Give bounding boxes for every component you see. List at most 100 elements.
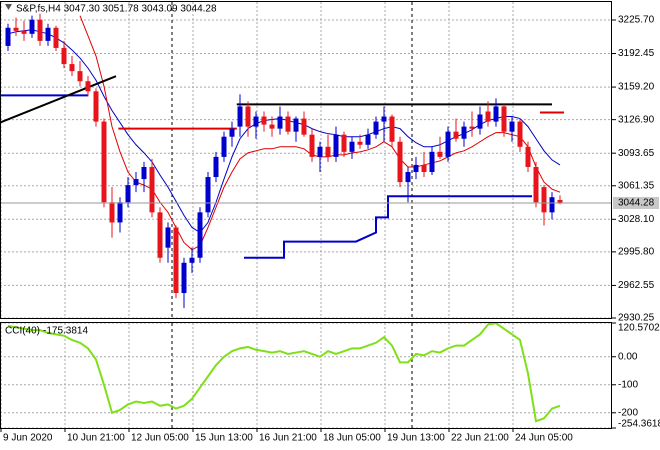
main-frame	[0, 1, 612, 319]
candle-body	[133, 179, 139, 186]
candle-body	[317, 146, 323, 157]
candle-body	[125, 185, 131, 203]
candle-body	[269, 124, 275, 129]
candle-body	[213, 156, 219, 178]
candle-body	[37, 19, 43, 41]
cci-frame	[0, 322, 612, 429]
candle-body	[157, 212, 163, 258]
cci-y-tick-label: 0.00	[618, 351, 638, 362]
cci-value: -175.3814	[43, 326, 88, 337]
candle-body	[333, 134, 339, 157]
candle-body	[61, 47, 67, 65]
level-line	[0, 75, 117, 124]
candle-body	[189, 257, 195, 263]
cci-y-tick-label: -100	[618, 379, 638, 390]
cci-y-tick-label: -254.3618	[618, 419, 660, 430]
candle-body	[357, 141, 363, 145]
candle-body	[509, 121, 515, 132]
x-tick-label: 15 Jun 13:00	[195, 433, 253, 444]
candle-body	[541, 187, 547, 213]
candle-body	[77, 71, 83, 82]
candle-body	[181, 262, 187, 294]
x-tick-label: 16 Jun 21:00	[259, 433, 317, 444]
y-tick-label: 3126.90	[618, 114, 655, 125]
title-icon	[5, 4, 12, 10]
candle-body	[293, 118, 299, 132]
candle-body	[517, 121, 523, 147]
candle-body	[109, 202, 115, 223]
candle-body	[349, 141, 355, 152]
chart-title: S&P,fs,H4 3047.30 3051.78 3043.09 3044.2…	[16, 4, 217, 15]
candle-body	[501, 106, 507, 132]
candle-body	[101, 121, 107, 203]
y-tick-label: 3093.65	[618, 148, 655, 159]
candle-body	[229, 128, 235, 137]
x-tick-label: 22 Jun 21:00	[451, 433, 509, 444]
candle-body	[381, 116, 387, 122]
candle-body	[325, 146, 331, 157]
candle-body	[149, 166, 155, 213]
candle-body	[533, 166, 539, 203]
x-tick-label: 12 Jun 05:00	[131, 433, 189, 444]
candle-body	[477, 114, 483, 129]
candle-body	[445, 131, 451, 157]
x-tick-label: 9 Jun 2020	[3, 433, 53, 444]
x-tick-label: 19 Jun 13:00	[387, 433, 445, 444]
candle-body	[469, 126, 475, 129]
candle-body	[141, 166, 147, 180]
y-tick-label: 3192.45	[618, 48, 655, 59]
candle-body	[13, 27, 19, 31]
y-tick-label: 2930.25	[618, 313, 655, 324]
x-tick-label: 24 Jun 05:00	[515, 433, 573, 444]
candle-body	[53, 27, 59, 48]
candle-body	[525, 146, 531, 167]
candle-body	[173, 227, 179, 294]
candle-body	[413, 164, 419, 173]
candle-body	[237, 106, 243, 127]
cci-name: CCI(40)	[5, 326, 40, 337]
candle-body	[165, 227, 171, 248]
candle-body	[485, 111, 491, 122]
cci-line	[7, 322, 561, 423]
candle-body	[429, 151, 435, 173]
candle-body	[341, 134, 347, 152]
candle-body	[285, 116, 291, 132]
candle-body	[29, 19, 35, 34]
candle-body	[549, 197, 555, 213]
x-tick-label: 10 Jun 21:00	[67, 433, 125, 444]
candle-body	[205, 177, 211, 213]
candle-body	[493, 106, 499, 122]
candle-body	[365, 134, 371, 145]
candle-body	[69, 64, 75, 72]
candle-body	[45, 27, 51, 41]
candle-body	[21, 30, 27, 34]
candle-body	[197, 212, 203, 258]
y-tick-label: 3225.70	[618, 15, 655, 26]
y-tick-label: 2962.55	[618, 280, 655, 291]
candle-body	[253, 116, 259, 127]
x-tick-label: 18 Jun 05:00	[323, 433, 381, 444]
y-tick-label: 2995.80	[618, 247, 655, 258]
candle-body	[309, 134, 315, 157]
candle-body	[93, 91, 99, 122]
candle-body	[557, 199, 563, 203]
candle-body	[373, 121, 379, 135]
candle-body	[261, 116, 267, 125]
candle-body	[301, 118, 307, 135]
candle-body	[117, 202, 123, 223]
current-price-label: 3044.28	[618, 198, 655, 209]
candle-body	[5, 27, 11, 46]
cci-y-tick-label: -200	[618, 407, 638, 418]
y-tick-label: 3028.10	[618, 214, 655, 225]
current-price-box	[613, 196, 659, 209]
candle-body	[221, 136, 227, 157]
candle-body	[397, 141, 403, 183]
candle-body	[277, 116, 283, 129]
candle-body	[245, 106, 251, 127]
candle-body	[453, 131, 459, 139]
candle-body	[421, 164, 427, 173]
moving-average	[7, 29, 561, 234]
y-tick-label: 3061.35	[618, 180, 655, 191]
